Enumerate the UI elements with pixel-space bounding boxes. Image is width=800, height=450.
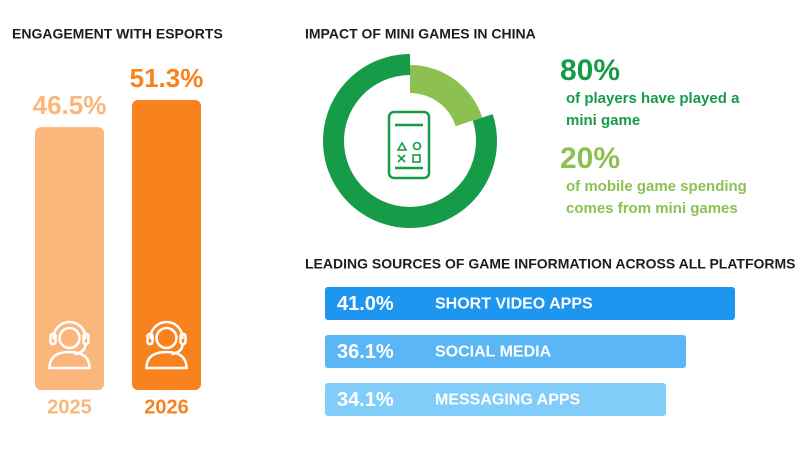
value-label: 80% bbox=[560, 54, 620, 87]
chart-title: IMPACT OF MINI GAMES IN CHINA bbox=[305, 26, 536, 42]
chart-title: LEADING SOURCES OF GAME INFORMATION ACRO… bbox=[305, 256, 796, 272]
icon-part bbox=[155, 326, 178, 350]
value-label: 20% bbox=[560, 142, 620, 175]
bar bbox=[325, 383, 666, 416]
icon-part bbox=[146, 332, 154, 346]
annotation: of players have played a mini game bbox=[566, 90, 740, 129]
bar bbox=[325, 335, 686, 368]
icon-part bbox=[58, 326, 81, 350]
category-label: 2026 bbox=[144, 396, 189, 418]
donut-segment bbox=[410, 65, 483, 127]
icon-part bbox=[412, 154, 421, 163]
icon-part bbox=[48, 350, 91, 370]
bar bbox=[132, 100, 201, 390]
value-label: 46.5% bbox=[33, 90, 107, 120]
icon-part bbox=[396, 141, 408, 151]
bar bbox=[35, 127, 104, 390]
annotation: of mobile game spending comes from mini … bbox=[566, 178, 747, 217]
icon-part bbox=[149, 320, 184, 340]
headset-icon bbox=[48, 320, 91, 370]
icon-part bbox=[52, 320, 87, 340]
value-label: 36.1% bbox=[337, 341, 394, 363]
icon-part bbox=[49, 332, 57, 346]
phone-icon bbox=[387, 110, 431, 180]
headset-icon bbox=[145, 320, 188, 370]
icon-part bbox=[397, 154, 406, 163]
icon-part bbox=[412, 141, 422, 151]
value-label: 41.0% bbox=[337, 293, 394, 315]
icon-part bbox=[387, 110, 431, 180]
category-label: 2025 bbox=[47, 396, 92, 418]
bar bbox=[325, 287, 735, 320]
value-label: 34.1% bbox=[337, 389, 394, 411]
category-label: MESSAGING APPS bbox=[435, 392, 581, 409]
chart-title: ENGAGEMENT WITH ESPORTS bbox=[12, 26, 223, 42]
category-label: SHORT VIDEO APPS bbox=[435, 296, 593, 313]
icon-part bbox=[145, 350, 188, 370]
value-label: 51.3% bbox=[130, 63, 204, 93]
category-label: SOCIAL MEDIA bbox=[435, 344, 552, 361]
